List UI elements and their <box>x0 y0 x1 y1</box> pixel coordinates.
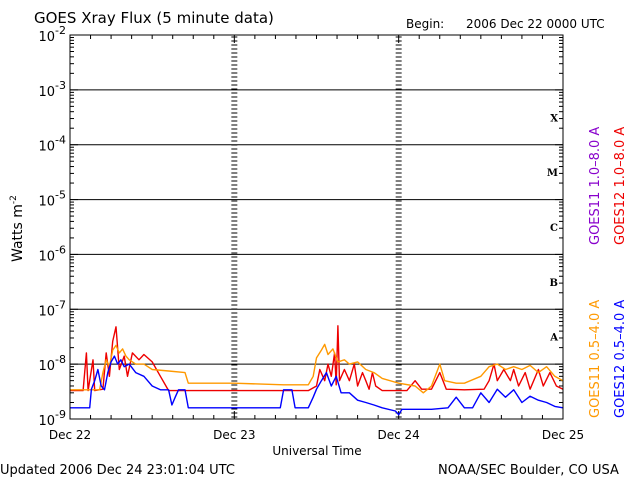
y-tick-label-base: 10 <box>38 85 55 100</box>
y-tick-label-base: 10 <box>38 249 55 264</box>
y-tick-label: 10-6 <box>38 243 66 264</box>
flare-class-label: A <box>549 333 558 344</box>
svg-text:Watts m-2: Watts m-2 <box>9 195 26 262</box>
legend: GOES11 1.0–8.0 A GOES12 1.0–8.0 A GOES11 0… <box>588 127 628 418</box>
flare-class-label: M <box>547 168 558 179</box>
y-tick-label-base: 10 <box>38 195 55 210</box>
y-tick-label-exponent: -2 <box>55 24 66 37</box>
begin-label: Begin: <box>406 17 444 31</box>
y-tick-label-exponent: -5 <box>55 189 66 202</box>
y-tick-label-base: 10 <box>38 304 55 319</box>
legend-entry: GOES11 1.0–8.0 A <box>588 127 603 245</box>
x-tick-label: Dec 22 <box>49 428 91 442</box>
y-tick-label: 10-8 <box>38 353 66 374</box>
y-tick-label: 10-4 <box>38 134 66 155</box>
source-credit: NOAA/SEC Boulder, CO USA <box>438 463 619 478</box>
flare-class-label: C <box>550 223 558 234</box>
y-tick-label: 10-7 <box>38 298 66 319</box>
legend-entry: GOES12 0.5–4.0 A <box>613 300 628 418</box>
y-tick-label-base: 10 <box>38 30 55 45</box>
y-tick-label-base: 10 <box>38 414 55 429</box>
chart-title: GOES Xray Flux (5 minute data) <box>34 9 274 27</box>
y-axis-label: Watts m-2 <box>9 195 26 262</box>
flare-class-label: X <box>550 113 558 124</box>
x-tick-label: Dec 25 <box>542 428 584 442</box>
series-line-goes12-0-5-4-0-a <box>70 355 564 416</box>
y-tick-label-exponent: -7 <box>55 298 66 311</box>
begin-value: 2006 Dec 22 0000 UTC <box>466 17 605 31</box>
y-tick-label-exponent: -3 <box>55 79 66 92</box>
legend-entry: GOES12 1.0–8.0 A <box>613 127 628 245</box>
y-tick-label-base: 10 <box>38 359 55 374</box>
x-axis-label: Universal Time <box>272 444 361 458</box>
x-tick-label: Dec 24 <box>378 428 420 442</box>
y-tick-label: 10-2 <box>38 24 66 45</box>
y-tick-label-exponent: -4 <box>55 134 66 147</box>
y-tick-label-exponent: -9 <box>55 408 66 421</box>
legend-entry: GOES11 0.5–4.0 A <box>588 300 603 418</box>
y-tick-label-exponent: -6 <box>55 243 66 256</box>
x-tick-label: Dec 23 <box>213 428 255 442</box>
y-tick-label-base: 10 <box>38 140 55 155</box>
flare-class-label: B <box>550 278 558 289</box>
y-tick-label: 10-5 <box>38 189 66 210</box>
plot-frame <box>69 34 564 420</box>
y-axis-label-text: Watts m <box>10 204 26 262</box>
y-axis-label-exponent: -2 <box>9 195 19 204</box>
y-tick-label: 10-3 <box>38 79 66 100</box>
series-line-goes11-0-5-4-0-a <box>70 343 564 394</box>
y-tick-label-exponent: -8 <box>55 353 66 366</box>
y-tick-label: 10-9 <box>38 408 66 429</box>
updated-timestamp: Updated 2006 Dec 24 23:01:04 UTC <box>0 463 235 478</box>
